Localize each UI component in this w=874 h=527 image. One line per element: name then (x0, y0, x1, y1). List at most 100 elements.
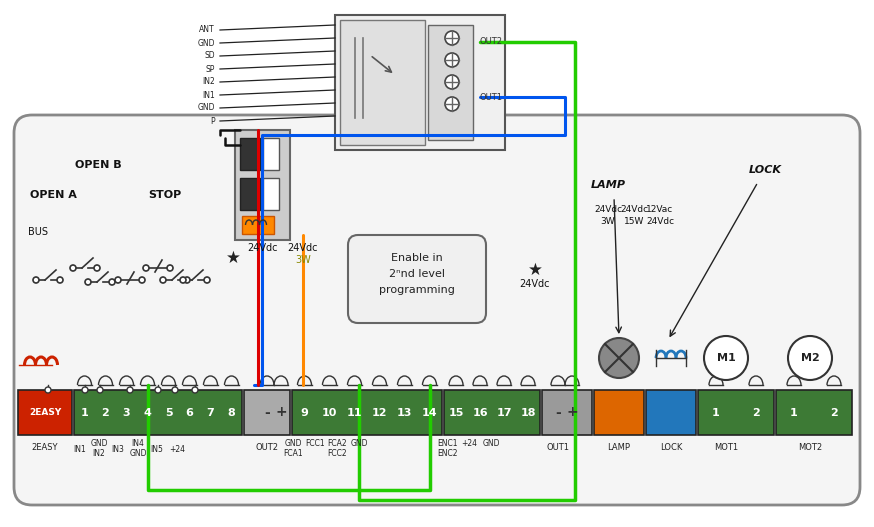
Bar (542, 390, 592, 435)
Text: 2EASY: 2EASY (29, 408, 61, 417)
Circle shape (45, 387, 51, 393)
Circle shape (94, 265, 100, 271)
Text: 24Vdc: 24Vdc (288, 243, 318, 253)
Text: FCC1: FCC1 (305, 438, 325, 447)
FancyBboxPatch shape (348, 235, 486, 323)
Text: FCA2: FCA2 (327, 438, 347, 447)
Circle shape (599, 338, 639, 378)
Bar (428, 25, 473, 140)
Text: FCA1: FCA1 (283, 448, 302, 457)
Text: IN3: IN3 (112, 445, 124, 454)
Text: ANT: ANT (199, 25, 215, 34)
Text: ★: ★ (225, 249, 240, 267)
Text: 1: 1 (712, 407, 720, 417)
Circle shape (204, 277, 210, 283)
Text: Enable in: Enable in (392, 253, 443, 263)
Text: GND: GND (350, 438, 368, 447)
Text: LOCK: LOCK (748, 165, 781, 175)
Bar (18, 390, 72, 435)
Text: 24Vdc: 24Vdc (594, 206, 622, 214)
Text: 13: 13 (397, 407, 413, 417)
Text: GND: GND (284, 438, 302, 447)
Bar (340, 20, 425, 145)
Text: 6: 6 (185, 407, 193, 417)
Text: 9: 9 (301, 407, 309, 417)
Text: GND: GND (198, 103, 215, 112)
Text: 5: 5 (164, 407, 172, 417)
Text: 1: 1 (80, 407, 88, 417)
Text: +24: +24 (169, 445, 185, 454)
Text: 2: 2 (101, 407, 109, 417)
Text: IN5: IN5 (150, 445, 163, 454)
Text: GND: GND (482, 438, 500, 447)
Circle shape (85, 279, 91, 285)
Text: ENC1: ENC1 (437, 438, 457, 447)
Circle shape (109, 279, 115, 285)
Bar (698, 390, 774, 435)
Text: programming: programming (379, 285, 455, 295)
Text: 24Vdc: 24Vdc (247, 243, 278, 253)
Text: 12: 12 (371, 407, 387, 417)
Text: 3: 3 (122, 407, 130, 417)
Text: IN1: IN1 (202, 91, 215, 100)
Text: 24Vdc: 24Vdc (520, 279, 551, 289)
Text: OUT1: OUT1 (546, 443, 570, 452)
Bar (776, 390, 852, 435)
Text: 4: 4 (143, 407, 151, 417)
Text: +24: +24 (461, 438, 477, 447)
Bar (292, 390, 442, 435)
Circle shape (57, 277, 63, 283)
Text: 15: 15 (448, 407, 464, 417)
Text: SD: SD (205, 52, 215, 61)
Bar (335, 15, 505, 150)
Text: LOCK: LOCK (660, 443, 683, 452)
Circle shape (160, 277, 166, 283)
Text: LAMP: LAMP (591, 180, 626, 190)
Text: 12Vac: 12Vac (647, 206, 674, 214)
Text: BUS: BUS (28, 227, 48, 237)
Text: STOP: STOP (148, 190, 181, 200)
Text: ★: ★ (528, 261, 543, 279)
Text: GND: GND (198, 38, 215, 47)
Text: FCC2: FCC2 (327, 448, 347, 457)
Text: 18: 18 (520, 407, 536, 417)
Circle shape (192, 387, 198, 393)
Text: 24Vdc: 24Vdc (646, 217, 674, 226)
Text: 24Vdc: 24Vdc (620, 206, 648, 214)
Text: OUT1: OUT1 (480, 93, 503, 102)
Circle shape (180, 277, 186, 283)
Text: 2: 2 (830, 407, 838, 417)
Circle shape (445, 31, 459, 45)
Circle shape (143, 265, 149, 271)
Circle shape (167, 265, 173, 271)
Bar (646, 390, 696, 435)
Bar (263, 178, 279, 210)
Text: 7: 7 (206, 407, 214, 417)
Circle shape (139, 277, 145, 283)
Text: 2: 2 (753, 407, 760, 417)
Bar (74, 390, 242, 435)
Text: 10: 10 (322, 407, 337, 417)
Text: GND: GND (90, 438, 108, 447)
Text: OPEN A: OPEN A (30, 190, 77, 200)
Circle shape (155, 387, 161, 393)
Text: 14: 14 (421, 407, 437, 417)
Text: OUT2: OUT2 (480, 37, 503, 46)
Circle shape (97, 387, 103, 393)
Text: +: + (566, 405, 578, 419)
Circle shape (115, 277, 121, 283)
Text: -: - (555, 405, 561, 419)
Text: ENC2: ENC2 (437, 448, 457, 457)
Text: 15W: 15W (624, 217, 644, 226)
Bar (444, 390, 540, 435)
Text: M2: M2 (801, 353, 820, 363)
Text: 11: 11 (347, 407, 362, 417)
Circle shape (127, 387, 133, 393)
Text: 17: 17 (496, 407, 512, 417)
Text: 2EASY: 2EASY (31, 443, 59, 452)
Circle shape (445, 75, 459, 89)
Text: OUT2: OUT2 (255, 443, 279, 452)
Circle shape (445, 53, 459, 67)
Text: IN4: IN4 (132, 438, 144, 447)
Text: LAMP: LAMP (607, 443, 630, 452)
